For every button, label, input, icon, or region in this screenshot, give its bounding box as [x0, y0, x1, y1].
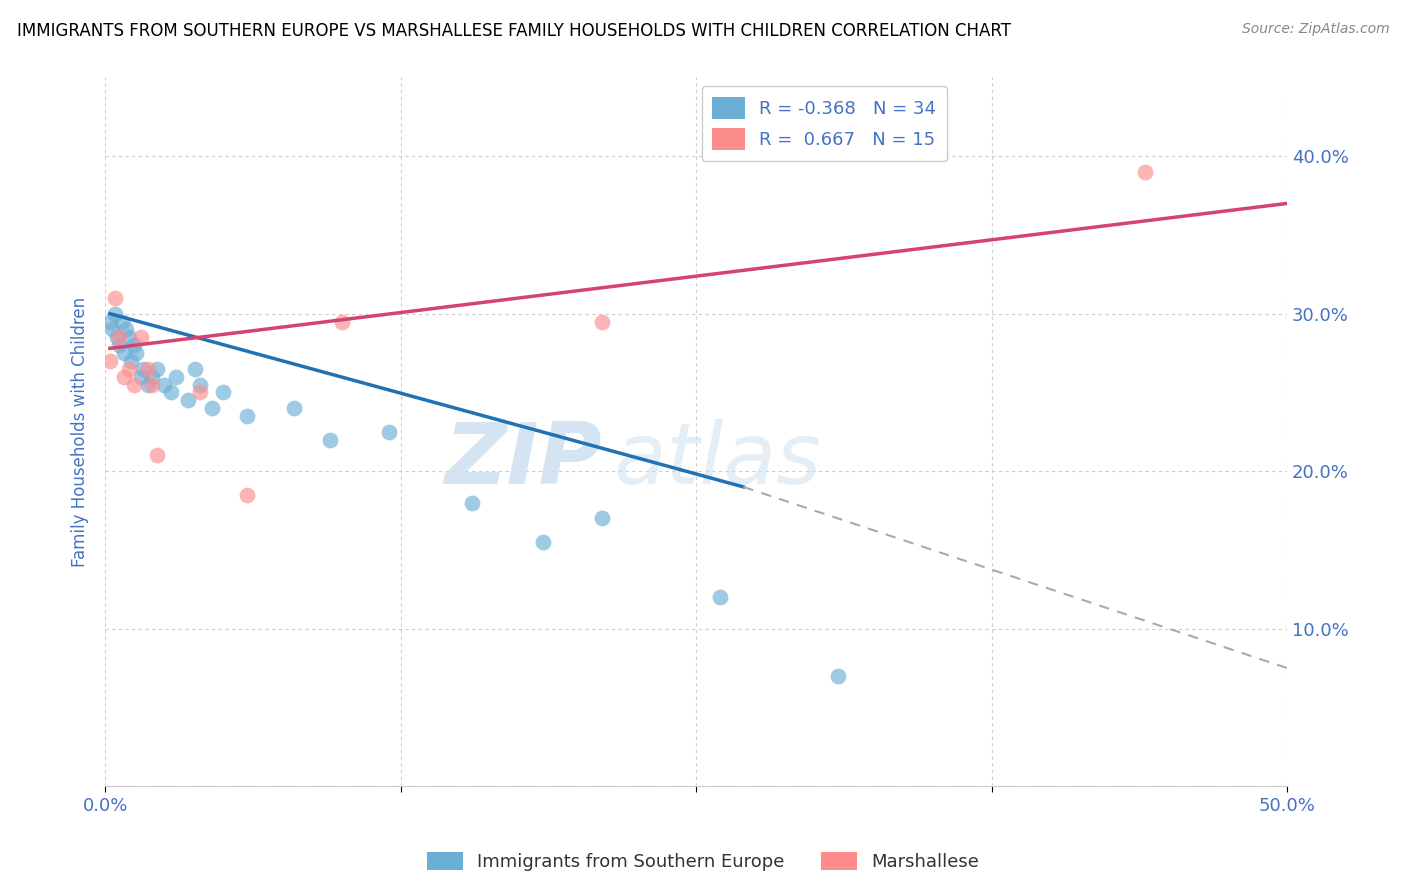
Point [112, 369, 135, 384]
Text: ZIP: ZIP [444, 418, 602, 501]
Point [378, 425, 401, 439]
Point [184, 361, 207, 376]
Point [105, 330, 128, 344]
Point [160, 385, 183, 400]
Point [112, 346, 135, 360]
Point [108, 330, 131, 344]
Point [153, 377, 176, 392]
Point [146, 361, 169, 376]
Point [120, 354, 142, 368]
Point [104, 307, 127, 321]
Point [104, 291, 127, 305]
Point [146, 449, 169, 463]
Legend: Immigrants from Southern Europe, Marshallese: Immigrants from Southern Europe, Marshal… [419, 845, 987, 879]
Point [108, 338, 131, 352]
Point [118, 361, 141, 376]
Point [98, 354, 121, 368]
Point [136, 377, 159, 392]
Point [125, 346, 148, 360]
Point [165, 369, 187, 384]
Point [188, 377, 211, 392]
Point [177, 393, 200, 408]
Point [460, 496, 482, 510]
Point [319, 433, 342, 447]
Point [188, 385, 211, 400]
Point [111, 314, 134, 328]
Point [118, 330, 141, 344]
Text: IMMIGRANTS FROM SOUTHERN EUROPE VS MARSHALLESE FAMILY HOUSEHOLDS WITH CHILDREN C: IMMIGRANTS FROM SOUTHERN EUROPE VS MARSH… [17, 22, 1011, 40]
Point [236, 409, 259, 423]
Point [827, 669, 849, 683]
Point [115, 322, 138, 336]
Point [122, 338, 145, 352]
Point [136, 361, 159, 376]
Point [129, 330, 152, 344]
Point [141, 369, 163, 384]
Point [122, 377, 145, 392]
Text: atlas: atlas [613, 418, 821, 501]
Text: Source: ZipAtlas.com: Source: ZipAtlas.com [1241, 22, 1389, 37]
Point [236, 488, 259, 502]
Point [283, 401, 305, 416]
Legend: R = -0.368   N = 34, R =  0.667   N = 15: R = -0.368 N = 34, R = 0.667 N = 15 [702, 87, 948, 161]
Point [591, 314, 613, 328]
Point [709, 590, 731, 604]
Point [212, 385, 235, 400]
Point [141, 377, 163, 392]
Point [531, 535, 554, 549]
Point [101, 322, 124, 336]
Point [200, 401, 222, 416]
Y-axis label: Family Households with Children: Family Households with Children [72, 297, 89, 566]
Point [1135, 165, 1157, 179]
Point [98, 314, 121, 328]
Point [129, 369, 152, 384]
Point [591, 511, 613, 525]
Point [330, 314, 353, 328]
Point [132, 361, 155, 376]
